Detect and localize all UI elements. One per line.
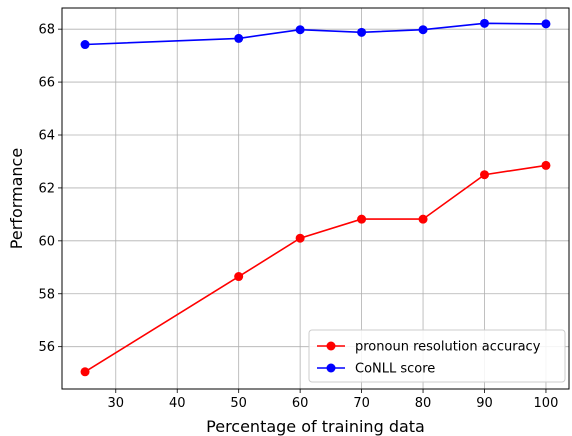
data-point-1 — [480, 18, 489, 28]
plot-frame — [61, 7, 570, 390]
y-tick-label: 56 — [38, 340, 55, 355]
y-tick-label: 64 — [38, 129, 55, 144]
y-tick-label: 68 — [38, 23, 55, 38]
x-tick-label: 30 — [107, 396, 124, 411]
data-point-1 — [295, 25, 305, 35]
x-tick-label: 70 — [353, 396, 370, 411]
data-point-0 — [541, 160, 551, 170]
data-point-1 — [418, 25, 428, 35]
data-point-1 — [357, 27, 367, 37]
x-tick-label: 50 — [230, 396, 247, 411]
x-tick-label: 100 — [534, 396, 559, 411]
y-tick-label: 58 — [38, 287, 55, 302]
data-point-0 — [80, 367, 90, 377]
y-tick-label: 66 — [38, 76, 55, 91]
legend-marker-pronoun — [326, 341, 336, 351]
y-tick-label: 60 — [38, 234, 55, 249]
legend-label-conll: CoNLL score — [355, 362, 435, 377]
x-tick-label: 80 — [415, 396, 432, 411]
data-point-1 — [234, 33, 244, 43]
series-layer — [80, 18, 551, 377]
series-line-1 — [84, 22, 547, 46]
y-tick-label: 62 — [38, 181, 55, 196]
legend: pronoun resolution accuracy CoNLL score — [308, 329, 566, 383]
data-point-1 — [541, 19, 551, 29]
x-tick-label: 90 — [476, 396, 493, 411]
x-tick-label: 60 — [292, 396, 309, 411]
data-point-0 — [234, 272, 244, 282]
data-point-0 — [418, 214, 428, 224]
data-point-0 — [480, 170, 489, 180]
x-axis-label: Percentage of training data — [206, 417, 425, 436]
axis-ticks: 30 40 50 60 70 80 90 100 56 58 60 62 64 66 68 — [38, 23, 558, 411]
legend-marker-conll — [326, 363, 336, 373]
x-tick-label: 40 — [169, 396, 186, 411]
grid-lines — [62, 8, 569, 389]
data-point-1 — [80, 40, 90, 50]
data-point-0 — [357, 214, 367, 224]
y-axis-label: Performance — [7, 148, 26, 249]
data-point-0 — [295, 233, 305, 243]
legend-label-pronoun: pronoun resolution accuracy — [355, 340, 541, 355]
legend-box — [308, 329, 566, 383]
